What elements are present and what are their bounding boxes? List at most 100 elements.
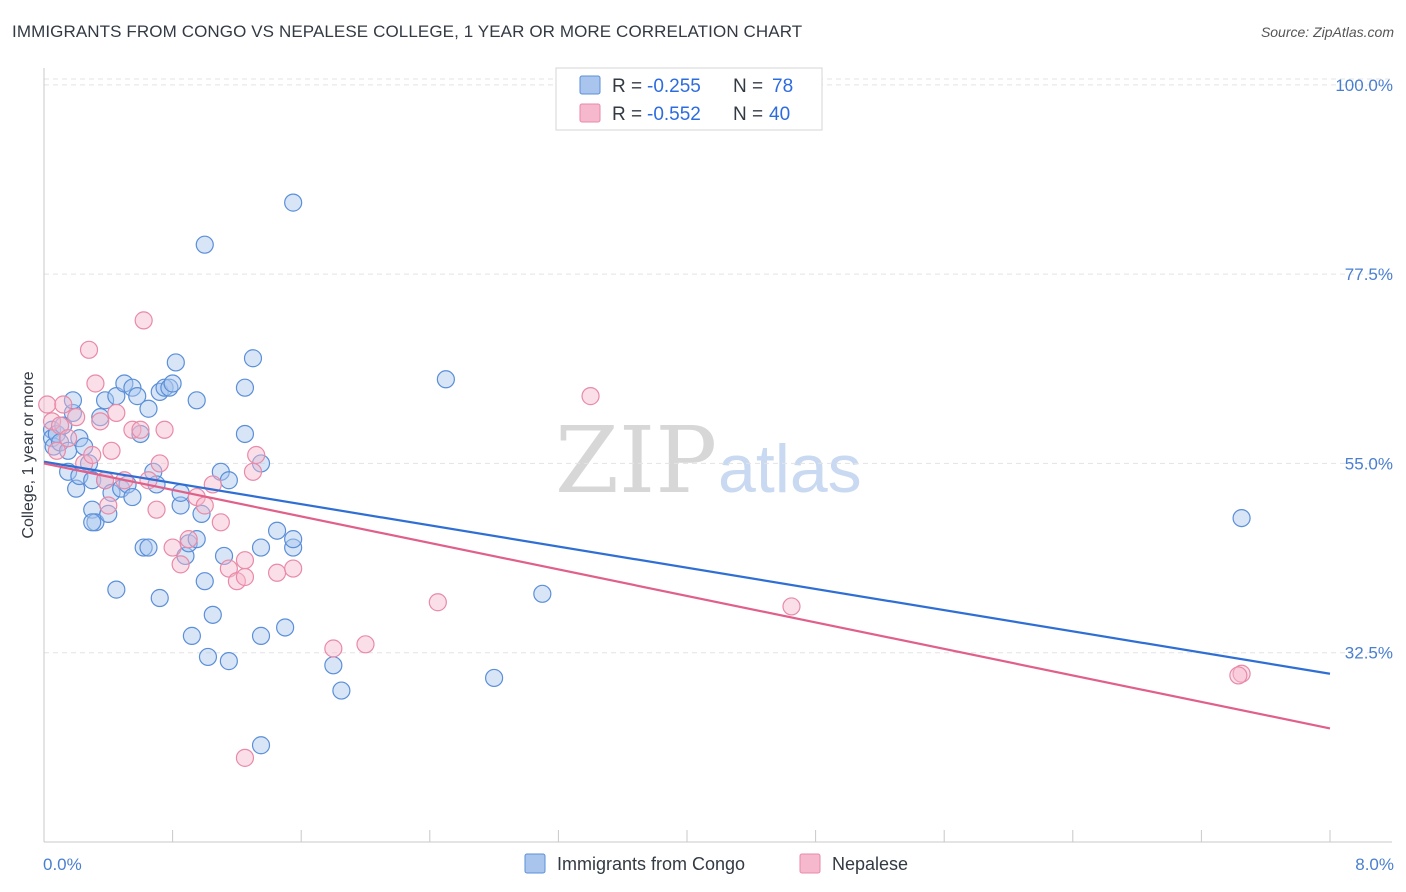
congo-point <box>123 487 142 507</box>
bottom-legend-swatch-nepal <box>799 853 821 874</box>
series-congo-points <box>42 193 1251 755</box>
legend-swatch-congo <box>579 75 601 95</box>
nepal-point <box>782 597 801 616</box>
legend-swatch-nepal <box>579 103 601 123</box>
congo-point <box>235 378 255 397</box>
congo-point <box>251 736 271 755</box>
x-tick-label-min: 0.0% <box>43 855 82 874</box>
congo-point <box>134 538 153 557</box>
nepal-point <box>247 445 266 465</box>
nepal-point <box>155 420 174 439</box>
nepal-point <box>356 635 375 654</box>
axes <box>43 68 1392 843</box>
nepal-point <box>86 374 105 393</box>
nepal-point <box>131 420 150 439</box>
legend-box: R = -0.255 N = 78 R = -0.552 N = 40 <box>555 67 823 131</box>
watermark-zip: ZIP <box>555 407 717 514</box>
congo-point <box>195 235 214 254</box>
chart-title: IMMIGRANTS FROM CONGO VS NEPALESE COLLEG… <box>12 22 803 41</box>
congo-point <box>123 378 142 397</box>
congo-point <box>219 471 238 490</box>
congo-point <box>436 370 455 389</box>
nepal-point <box>243 462 263 481</box>
nepal-point <box>79 340 99 359</box>
bottom-legend: Immigrants from Congo Nepalese <box>524 853 908 874</box>
nepal-point <box>581 387 600 406</box>
congo-point <box>187 391 206 410</box>
congo-point <box>139 399 158 418</box>
nepal-point <box>324 639 343 658</box>
x-ticks <box>43 830 1331 842</box>
congo-point <box>128 387 147 406</box>
legend-n-value-congo: 78 <box>772 76 793 97</box>
bottom-legend-label-congo: Immigrants from Congo <box>557 854 745 874</box>
legend-n-label-nepal: N = <box>733 104 763 125</box>
nepal-point <box>150 454 169 473</box>
nepal-point <box>163 538 182 557</box>
nepal-point <box>107 403 126 423</box>
congo-point <box>324 656 343 675</box>
congo-point <box>1232 508 1251 528</box>
legend-r-label-nepal: R = <box>612 104 642 125</box>
nepal-point <box>59 429 78 448</box>
nepal-point <box>1232 664 1251 683</box>
congo-point <box>243 349 263 368</box>
nepal-point <box>83 445 102 465</box>
nepal-point <box>179 530 198 549</box>
legend-r-value-nepal: -0.552 <box>647 104 701 125</box>
nepal-point <box>91 412 110 431</box>
congo-point <box>166 353 185 372</box>
congo-point <box>182 626 201 645</box>
bottom-legend-swatch-congo <box>524 853 546 874</box>
nepal-point <box>267 563 287 582</box>
congo-point <box>107 580 126 599</box>
watermark-atlas: atlas <box>718 431 862 507</box>
congo-point <box>251 538 271 557</box>
congo-point <box>163 374 182 393</box>
congo-point <box>267 521 287 540</box>
series-nepal-points <box>38 311 1251 767</box>
congo-point <box>251 626 271 645</box>
nepal-point <box>67 408 86 427</box>
congo-point <box>95 391 115 410</box>
congo-point <box>203 605 222 624</box>
nepal-point <box>195 496 214 515</box>
nepal-point <box>284 559 303 578</box>
congo-trendline <box>43 460 1331 675</box>
legend-r-label-congo: R = <box>612 76 642 97</box>
y-tick-label: 32.5% <box>1345 644 1393 663</box>
source-label: Source: ZipAtlas.com <box>1260 24 1394 40</box>
y-axis-label: College, 1 year or more <box>20 371 37 538</box>
nepal-point <box>54 395 73 414</box>
congo-point <box>284 193 303 212</box>
congo-point <box>284 530 303 549</box>
x-tick-label-max: 8.0% <box>1355 855 1394 874</box>
nepal-point <box>102 441 121 460</box>
congo-point <box>485 668 504 688</box>
nepal-point <box>428 593 447 612</box>
y-tick-label: 77.5% <box>1345 265 1393 284</box>
nepal-trendline <box>43 462 1331 730</box>
nepal-point <box>147 500 166 519</box>
legend-n-value-nepal: 40 <box>769 104 790 125</box>
congo-point <box>171 496 190 515</box>
congo-point <box>332 681 351 700</box>
congo-point <box>83 471 102 490</box>
nepal-point <box>235 567 255 587</box>
legend-n-label-congo: N = <box>733 76 763 97</box>
congo-point <box>235 424 255 444</box>
nepal-point <box>38 395 57 414</box>
nepal-point <box>235 748 255 767</box>
congo-point <box>150 588 169 608</box>
nepal-point <box>47 441 66 460</box>
nepal-point <box>171 555 190 574</box>
legend-r-value-congo: -0.255 <box>647 76 701 97</box>
nepal-point <box>99 496 118 515</box>
congo-point <box>198 647 218 667</box>
nepal-point <box>235 551 255 570</box>
congo-point <box>195 572 214 591</box>
congo-point <box>219 652 238 671</box>
congo-point <box>533 584 552 603</box>
y-tick-label: 55.0% <box>1345 454 1393 473</box>
